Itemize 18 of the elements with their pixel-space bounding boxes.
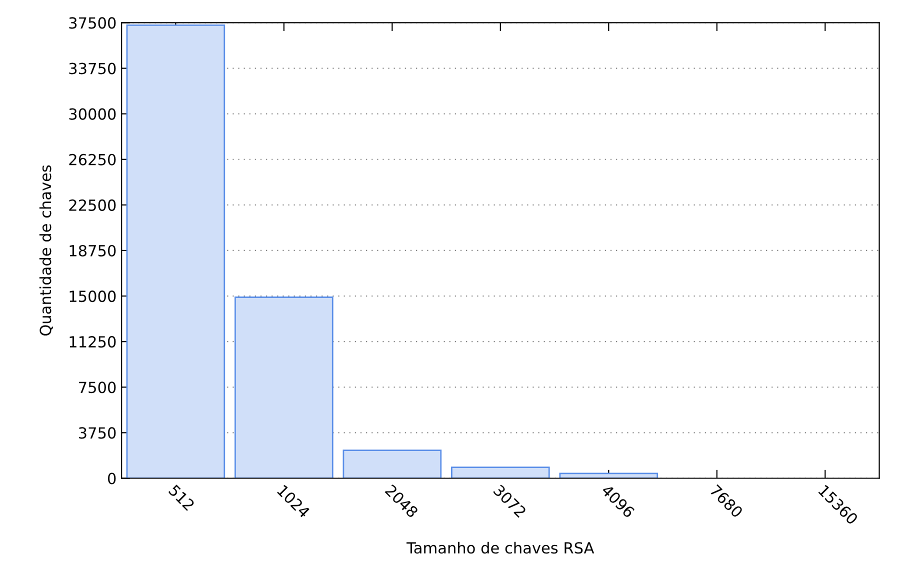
y-axis-title: Quantidade de chaves [39,165,53,336]
y-tick-label: 3750 [78,427,116,439]
y-tick-label: 15000 [70,290,116,302]
bar [342,450,442,478]
bar [126,24,226,478]
bar [451,466,550,478]
y-tick-label: 7500 [79,382,116,394]
y-tick-label: 22500 [69,199,116,211]
y-tick-label: 11250 [70,336,116,348]
y-tick-label: 37500 [69,17,116,29]
x-axis-title: Tamanho de chaves RSA [406,542,594,554]
bar [234,296,334,478]
y-tick-label: 30000 [69,108,116,120]
y-tick-label: 18750 [70,244,116,257]
bar [559,472,658,478]
y-tick-label: 26250 [69,154,116,166]
y-tick-label: 0 [108,472,116,484]
y-tick-label: 33750 [69,62,116,74]
